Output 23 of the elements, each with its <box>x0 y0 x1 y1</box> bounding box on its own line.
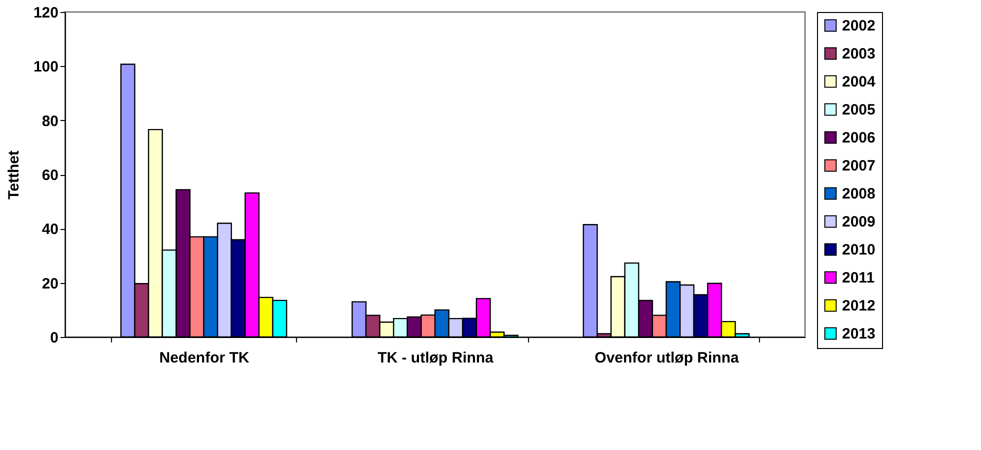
x-tick-label: Nedenfor TK <box>159 350 250 366</box>
y-axis-title: Tetthet <box>5 150 22 200</box>
legend-label: 2009 <box>842 214 876 230</box>
y-tick-label: 20 <box>42 275 58 292</box>
x-tick-label: Ovenfor utløp Rinna <box>594 350 740 366</box>
legend-label: 2002 <box>842 18 876 34</box>
legend-label: 2013 <box>842 326 876 342</box>
legend-label: 2006 <box>842 130 876 146</box>
y-tick-label: 60 <box>42 167 58 184</box>
y-tick-label: 40 <box>42 221 58 238</box>
y-tick-label: 120 <box>33 4 58 22</box>
legend-label: 2004 <box>842 74 876 90</box>
x-tick-label: TK - utløp Rinna <box>378 350 494 366</box>
legend-label: 2012 <box>842 298 876 314</box>
legend-label: 2003 <box>842 46 876 62</box>
y-tick-label: 100 <box>33 58 58 76</box>
legend-label: 2007 <box>842 158 876 174</box>
legend-label: 2008 <box>842 186 876 202</box>
legend-label: 2011 <box>842 270 875 286</box>
legend-label: 2005 <box>842 102 876 118</box>
y-tick-label: 0 <box>50 330 58 346</box>
y-tick-label: 80 <box>42 112 58 130</box>
legend-label: 2010 <box>842 242 876 258</box>
